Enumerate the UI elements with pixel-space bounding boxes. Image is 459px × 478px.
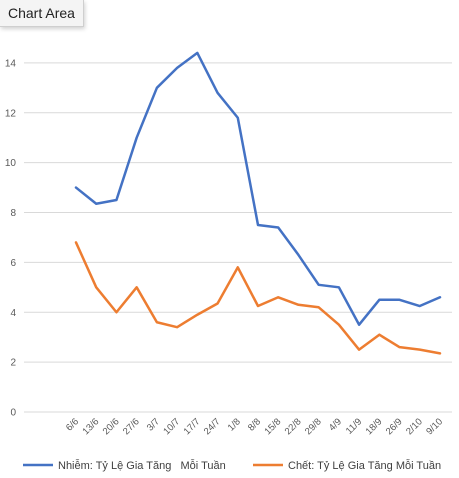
series-1-point[interactable] (357, 322, 362, 327)
series-1-point[interactable] (276, 225, 281, 230)
x-tick-label: 10/7 (161, 416, 182, 437)
series-2-point[interactable] (154, 320, 159, 325)
x-tick-label: 9/10 (424, 416, 445, 437)
series-1-point[interactable] (296, 252, 301, 257)
series-2-point[interactable] (235, 265, 240, 270)
series-2-point[interactable] (276, 295, 281, 300)
y-tick-label: 10 (5, 158, 17, 169)
series-1-point[interactable] (397, 297, 402, 302)
series-1-point[interactable] (377, 297, 382, 302)
series-1-point[interactable] (417, 304, 422, 309)
series-lines[interactable] (74, 50, 443, 355)
y-tick-label: 6 (10, 258, 16, 269)
series-2-point[interactable] (114, 310, 119, 315)
series-1-point[interactable] (235, 115, 240, 120)
x-tick-label: 4/9 (327, 416, 344, 433)
chart-area-tooltip: Chart Area (0, 0, 84, 27)
series-2-point[interactable] (215, 301, 220, 306)
x-tick-label: 8/8 (246, 416, 263, 433)
series-1-point[interactable] (74, 185, 79, 190)
series-2-point[interactable] (438, 351, 443, 356)
x-tick-label: 15/8 (262, 416, 283, 437)
x-tick-label: 18/9 (364, 416, 385, 437)
x-tick-label: 3/7 (145, 416, 162, 433)
y-tick-label: 8 (10, 208, 16, 219)
series-line-2[interactable] (74, 241, 442, 355)
x-tick-label: 20/6 (101, 416, 122, 437)
series-1-point[interactable] (154, 85, 159, 90)
series-1-point[interactable] (438, 295, 443, 300)
y-tick-label: 2 (10, 358, 16, 369)
x-tick-label: 6/6 (64, 416, 81, 433)
x-tick-label: 1/8 (226, 416, 243, 433)
series-1-point[interactable] (195, 50, 200, 55)
series-1-point[interactable] (215, 90, 220, 95)
series-2-point[interactable] (377, 332, 382, 337)
gridlines (24, 62, 452, 413)
series-1-point[interactable] (175, 65, 180, 70)
x-tick-label: 26/9 (384, 416, 405, 437)
series-2-point[interactable] (417, 347, 422, 352)
series-2-point[interactable] (195, 312, 200, 317)
x-tick-label: 27/6 (121, 416, 142, 437)
y-tick-label: 0 (10, 408, 16, 419)
series-2-point[interactable] (134, 285, 139, 290)
x-tick-label: 11/9 (344, 416, 364, 436)
series-1-point[interactable] (336, 285, 341, 290)
legend-label-2: Chết: Tỷ Lệ Gia Tăng Mỗi Tuần (288, 459, 441, 472)
series-2-point[interactable] (316, 305, 321, 310)
series-1-point[interactable] (316, 282, 321, 287)
x-tick-label: 22/8 (283, 416, 304, 437)
series-1-point[interactable] (94, 201, 99, 206)
legend: Nhiễm: Tỷ Lệ Gia Tăng Mỗi Tuần Chết: Tỷ L… (23, 459, 441, 472)
x-tick-label: 2/10 (404, 416, 425, 437)
series-line-1[interactable] (74, 51, 442, 326)
series-2-point[interactable] (94, 285, 99, 290)
series-2-point[interactable] (336, 322, 341, 327)
x-tick-label: 29/8 (303, 416, 324, 437)
series-1-point[interactable] (256, 222, 261, 227)
series-2-point[interactable] (296, 302, 301, 307)
y-tick-label: 14 (5, 58, 17, 69)
y-axis-ticks: 0 2 4 6 8 10 12 14 (5, 58, 17, 418)
series-2-point[interactable] (74, 240, 79, 245)
series-1-point[interactable] (134, 135, 139, 140)
x-tick-label: 24/7 (202, 416, 223, 437)
series-1-point[interactable] (114, 198, 119, 203)
series-2-point[interactable] (256, 304, 261, 309)
y-tick-label: 12 (5, 108, 17, 119)
series-2-point[interactable] (397, 345, 402, 350)
series-2-point[interactable] (175, 325, 180, 330)
x-tick-label: 17/7 (182, 416, 203, 437)
x-axis-ticks: 6/6 13/6 20/6 27/6 3/7 10/7 17/7 24/7 1/8 8/8 15/8… (64, 416, 445, 437)
series-2-point[interactable] (357, 347, 362, 352)
legend-label-1: Nhiễm: Tỷ Lệ Gia Tăng Mỗi Tuần (58, 459, 226, 472)
x-tick-label: 13/6 (80, 416, 101, 437)
y-tick-label: 4 (10, 308, 16, 319)
